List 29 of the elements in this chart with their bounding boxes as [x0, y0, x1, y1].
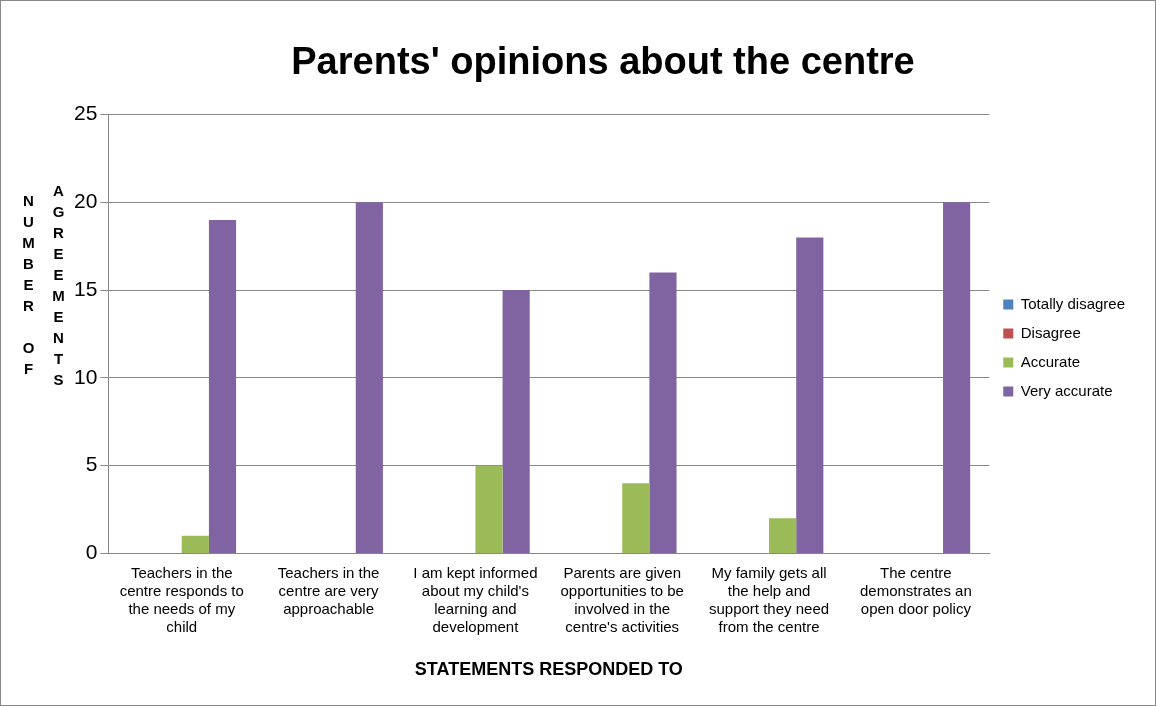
- bar: [649, 272, 677, 553]
- y-tick-label: 0: [85, 540, 98, 564]
- bar: [622, 483, 650, 553]
- bar: [355, 202, 383, 553]
- legend-label: Totally disagree: [1020, 294, 1126, 312]
- bar: [181, 535, 209, 553]
- x-tick-label: My family gets all the help and support they need from the centre: [709, 563, 830, 635]
- y-tick-label: 25: [74, 101, 98, 125]
- bar: [796, 237, 824, 553]
- x-tick-label: Parents are given opportunities to be involved in the centre's activities: [560, 563, 684, 635]
- legend-label: Accurate: [1020, 352, 1080, 370]
- y-tick-label: 5: [85, 452, 98, 476]
- y-tick-label: 15: [74, 276, 98, 300]
- x-tick-label: The centre demonstrates an open door policy: [860, 563, 972, 617]
- x-tick-label: Teachers in the centre are very approachable: [277, 563, 380, 617]
- bar: [502, 290, 530, 553]
- legend-label: Very accurate: [1020, 381, 1113, 399]
- bar: [475, 465, 503, 553]
- x-axis-title: STATEMENTS RESPONDED TO: [414, 659, 683, 680]
- bar: [769, 518, 797, 553]
- y-axis-title: NUMBER OF AGREEMENTS: [19, 180, 68, 394]
- y-tick-label: 10: [74, 364, 98, 388]
- y-tick-label: 20: [74, 189, 98, 213]
- bar: [208, 219, 237, 553]
- x-tick-label: I am kept informed about my child's learning and development: [413, 563, 538, 635]
- legend-label: Disagree: [1020, 323, 1081, 341]
- x-tick-label: Teachers in the centre responds to the needs of my child: [119, 563, 244, 635]
- bar: [943, 202, 971, 553]
- chart-title: Parents' opinions about the centre: [291, 40, 915, 83]
